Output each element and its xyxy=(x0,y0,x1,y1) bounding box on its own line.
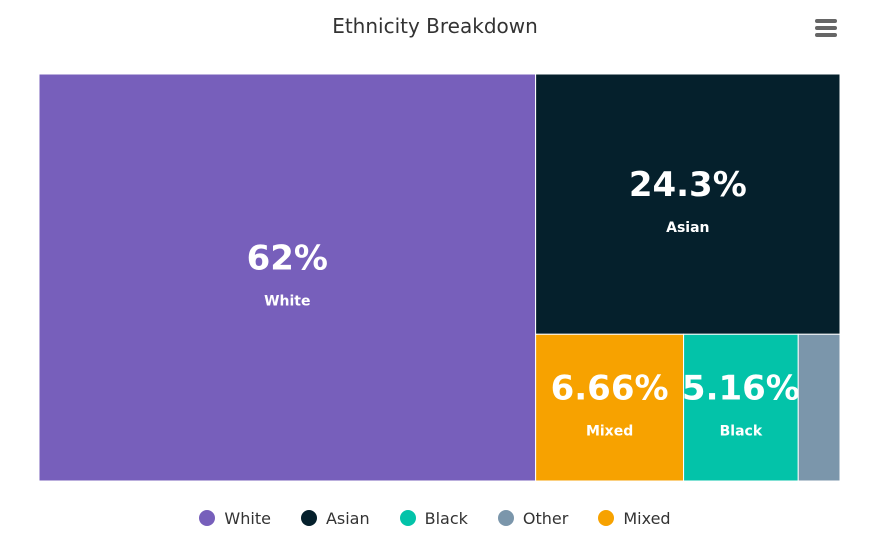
legend-marker-asian xyxy=(300,510,317,526)
legend-marker-mixed xyxy=(598,510,615,526)
legend-marker-white xyxy=(199,510,216,526)
legend-item-asian[interactable]: Asian xyxy=(300,508,370,528)
legend-item-black[interactable]: Black xyxy=(399,508,468,528)
data-label-name-white: White xyxy=(264,294,310,310)
treemap-cell-mixed[interactable] xyxy=(535,333,685,482)
data-label-value-black: 5.16% xyxy=(682,369,800,409)
data-label-name-asian: Asian xyxy=(666,220,709,236)
legend-label-white: White xyxy=(224,508,271,528)
legend-item-white[interactable]: White xyxy=(199,509,271,528)
legend-label-asian: Asian xyxy=(325,508,370,528)
data-label-value-mixed: 6.66% xyxy=(551,369,669,409)
hamburger-menu-icon[interactable] xyxy=(812,16,840,40)
data-label-name-black: Black xyxy=(720,424,763,440)
treemap-cell-black[interactable] xyxy=(683,333,799,482)
legend-label-other: Other xyxy=(522,508,569,528)
chart-title: Ethnicity Breakdown xyxy=(332,14,538,38)
treemap-cell-white[interactable] xyxy=(38,73,537,482)
legend-marker-other xyxy=(497,510,514,526)
legend-label-black: Black xyxy=(424,508,468,528)
data-label-name-mixed: Mixed xyxy=(586,424,633,440)
legend-label-mixed: Mixed xyxy=(623,508,671,528)
data-label-value-asian: 24.3% xyxy=(629,165,747,205)
legend-item-other[interactable]: Other xyxy=(497,508,569,528)
chart-legend: White Asian Black Other Mixed xyxy=(0,507,870,529)
legend-item-mixed[interactable]: Mixed xyxy=(598,508,671,528)
data-label-value-white: 62% xyxy=(247,239,328,279)
treemap-cell-other[interactable] xyxy=(797,333,841,482)
legend-marker-black xyxy=(399,510,416,526)
